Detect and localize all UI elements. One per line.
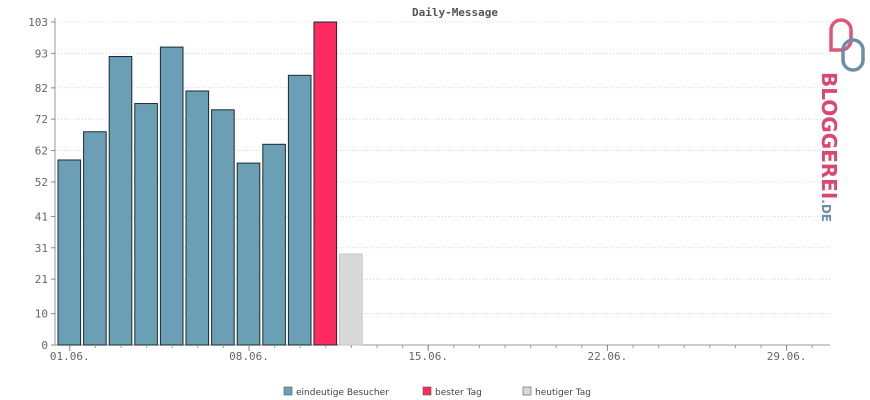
bar	[108, 55, 133, 346]
bar	[185, 90, 210, 346]
x-tick-label: 29.06.	[767, 350, 807, 363]
grid-lines	[55, 21, 830, 314]
bar	[159, 46, 184, 346]
bar	[287, 74, 312, 346]
x-tick-label: 01.06.	[50, 350, 90, 363]
legend-swatch	[522, 386, 532, 396]
legend-swatch	[422, 386, 432, 396]
legend-label: bester Tag	[435, 388, 482, 398]
y-axis-ticks: 0 10 21 31 41 52 62 72 82 93 103	[28, 16, 55, 352]
bar	[313, 21, 338, 346]
y-tick-label: 0	[41, 339, 48, 352]
y-tick-label: 10	[35, 308, 48, 321]
y-tick-label: 31	[35, 242, 48, 255]
legend-swatch	[283, 386, 293, 396]
y-tick-label: 21	[35, 273, 48, 286]
legend: eindeutige Besucher bester Tag heutiger Ta…	[283, 386, 591, 398]
chart-title: Daily-Message	[412, 6, 498, 19]
y-tick-label: 103	[28, 16, 48, 29]
x-axis-ticks: 01.06. 08.06. 15.06. 22.06. 29.06.	[50, 345, 813, 363]
y-tick-label: 82	[35, 82, 48, 95]
x-tick-label: 15.06.	[408, 350, 448, 363]
bar	[339, 253, 363, 346]
bar	[262, 143, 286, 346]
x-tick-label: 22.06.	[588, 350, 628, 363]
y-tick-label: 93	[35, 47, 48, 60]
legend-label: eindeutige Besucher	[296, 388, 389, 398]
bloggerei-logo: BLOGGEREI.DE	[817, 18, 865, 222]
y-tick-label: 62	[35, 145, 48, 158]
bar	[134, 103, 158, 346]
y-tick-label: 52	[35, 176, 48, 189]
bar	[211, 109, 235, 346]
logo-icon	[829, 18, 865, 72]
legend-label: heutiger Tag	[535, 388, 591, 398]
bar	[83, 131, 107, 346]
bar	[57, 159, 82, 346]
bar	[236, 162, 261, 346]
x-tick-label: 08.06.	[229, 350, 269, 363]
y-tick-label: 41	[35, 210, 48, 223]
bars	[57, 21, 363, 346]
y-tick-label: 72	[35, 113, 48, 126]
logo-text: BLOGGEREI.DE	[817, 72, 841, 222]
